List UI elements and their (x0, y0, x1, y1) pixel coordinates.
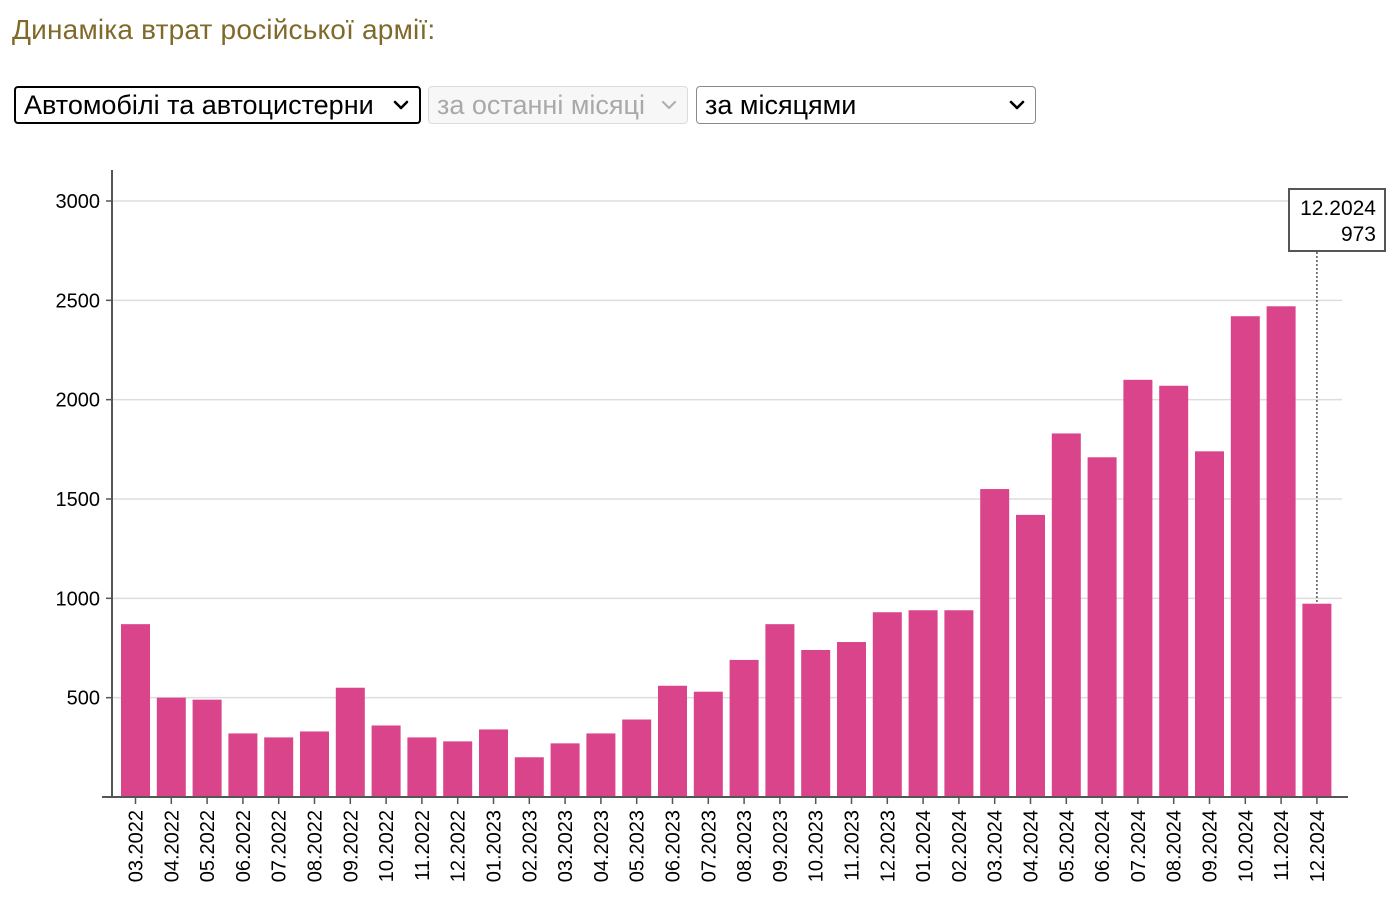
period-select[interactable]: за останні місяці (428, 86, 688, 124)
bar (300, 731, 329, 797)
x-tick-label: 06.2024 (1092, 810, 1114, 882)
x-tick-label: 07.2023 (698, 810, 720, 882)
y-tick-label: 500 (67, 688, 100, 710)
bar-tooltip: 12.2024 973 (1288, 188, 1386, 252)
x-tick-label: 03.2022 (126, 810, 148, 882)
bar (479, 729, 508, 797)
x-tick-label: 03.2024 (985, 810, 1007, 882)
x-tick-label: 11.2024 (1271, 810, 1293, 881)
bar (1016, 514, 1045, 797)
bar (192, 699, 222, 797)
x-tick-label: 06.2023 (663, 810, 685, 882)
bar (622, 719, 652, 797)
x-tick-label: 02.2024 (949, 810, 971, 882)
grouping-select[interactable]: за місяцями (696, 86, 1036, 124)
x-tick-label: 10.2023 (806, 810, 828, 882)
y-tick-label: 3000 (56, 191, 101, 213)
x-tick-label: 08.2024 (1164, 810, 1186, 882)
bar (121, 624, 150, 797)
bar (1195, 451, 1224, 797)
x-tick-label: 12.2022 (448, 810, 470, 882)
x-tick-label: 03.2023 (555, 810, 577, 882)
x-tick-label: 12.2023 (877, 810, 899, 882)
bar (801, 649, 831, 797)
x-tick-label: 05.2023 (627, 810, 649, 882)
x-tick-label: 04.2024 (1021, 810, 1043, 882)
bar (371, 725, 401, 797)
y-tick-label: 1500 (56, 489, 101, 511)
x-tick-label: 01.2024 (913, 810, 935, 882)
bar (1159, 385, 1189, 797)
bar (156, 697, 186, 797)
x-tick-label: 05.2022 (197, 810, 219, 882)
x-tick-label: 09.2022 (340, 810, 362, 882)
chevron-down-icon (393, 100, 409, 110)
bar (980, 489, 1010, 797)
x-tick-label: 04.2023 (591, 810, 613, 882)
category-select-value: Автомобілі та автоцистерни (24, 89, 374, 120)
bar (264, 737, 294, 797)
bar (1266, 306, 1296, 797)
x-tick-label: 09.2024 (1200, 810, 1222, 882)
x-tick-label: 08.2023 (734, 810, 756, 882)
x-tick-label: 05.2024 (1056, 810, 1078, 882)
y-tick-label: 1000 (56, 588, 101, 610)
bar (1087, 457, 1117, 797)
x-tick-label: 07.2024 (1128, 810, 1150, 882)
bar (1123, 379, 1153, 797)
bar (514, 757, 544, 797)
bar (335, 687, 365, 797)
chevron-down-icon (1009, 100, 1025, 110)
bar (765, 624, 795, 797)
tooltip-value: 973 (1340, 223, 1376, 246)
bar (872, 612, 902, 797)
bar (944, 610, 974, 797)
bar (837, 642, 866, 797)
bar (443, 741, 473, 797)
x-tick-label: 06.2022 (233, 810, 255, 882)
x-tick-label: 07.2022 (269, 810, 291, 882)
x-tick-label: 11.2023 (842, 810, 864, 881)
bar (729, 659, 759, 797)
x-tick-label: 10.2022 (376, 810, 398, 882)
x-tick-label: 02.2023 (519, 810, 541, 882)
x-tick-label: 11.2022 (412, 810, 434, 881)
bar (1302, 603, 1332, 797)
bar (1051, 433, 1081, 797)
chevron-down-icon (661, 100, 677, 110)
category-select[interactable]: Автомобілі та автоцистерни (14, 86, 421, 124)
x-tick-label: 08.2022 (305, 810, 327, 882)
x-tick-label: 01.2023 (484, 810, 506, 882)
x-tick-label: 09.2023 (770, 810, 792, 882)
grouping-select-value: за місяцями (705, 89, 857, 120)
bar (228, 733, 258, 797)
bar (908, 610, 938, 797)
x-tick-label: 12.2024 (1307, 810, 1329, 882)
y-tick-label: 2000 (56, 390, 101, 412)
bar (693, 691, 723, 797)
bar (586, 733, 616, 797)
bar (658, 685, 687, 797)
bar (407, 737, 437, 797)
x-tick-label: 04.2022 (161, 810, 183, 882)
bar (550, 743, 580, 797)
page-title: Динаміка втрат російської армії: (12, 14, 436, 45)
bar (1230, 316, 1260, 797)
tooltip-label: 12.2024 (1300, 197, 1376, 220)
period-select-value: за останні місяці (437, 89, 645, 120)
y-tick-label: 2500 (56, 290, 101, 312)
x-tick-label: 10.2024 (1235, 810, 1257, 882)
